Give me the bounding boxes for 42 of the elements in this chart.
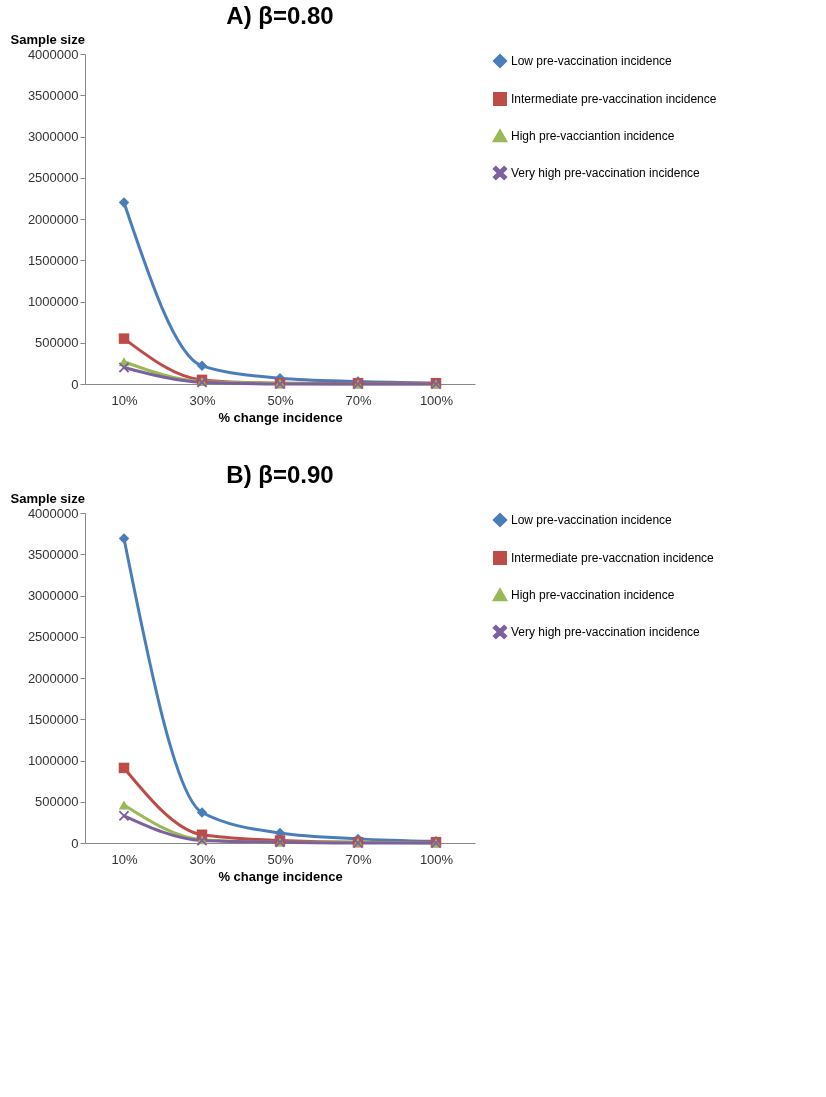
legend-label: Very high pre-vaccination incidence xyxy=(511,166,701,180)
x-tick-label: 30% xyxy=(189,392,216,408)
x-tick-label: 30% xyxy=(189,851,216,867)
y-tick-label: 1500000 xyxy=(27,252,79,268)
legend-label: Intermediate pre-vaccination incidence xyxy=(511,92,717,106)
x-tick-label: 70% xyxy=(345,392,372,408)
x-tick-label: 10% xyxy=(111,392,138,408)
x-tick-label: 100% xyxy=(419,392,454,408)
y-tick-label: 3500000 xyxy=(27,546,79,562)
y-tick-label: 4000000 xyxy=(27,505,79,521)
legend-label: High pre-vacciantion incidence xyxy=(511,129,675,143)
y-tick-label: 2500000 xyxy=(27,629,79,645)
chart-title: B) β=0.90 xyxy=(226,461,334,488)
y-tick-label: 1000000 xyxy=(27,753,79,768)
y-tick-label: 4000000 xyxy=(27,46,79,62)
x-axis-title: % change incidence xyxy=(218,409,343,425)
y-tick-label: 3000000 xyxy=(27,588,79,603)
y-tick-label: 500000 xyxy=(35,335,79,351)
y-tick-label: 1500000 xyxy=(27,711,79,727)
y-tick-label: 2000000 xyxy=(27,670,79,686)
x-tick-label: 100% xyxy=(419,851,454,867)
x-axis-title: % change incidence xyxy=(218,868,343,884)
y-tick-label: 1000000 xyxy=(27,294,79,309)
y-axis-title: Sample size xyxy=(10,31,85,47)
x-tick-label: 70% xyxy=(345,851,372,867)
x-tick-label: 10% xyxy=(111,851,138,867)
y-axis-title: Sample size xyxy=(10,490,85,506)
legend-label: Intermediate pre-vaccnation incidence xyxy=(511,551,715,565)
legend-label: Very high pre-vaccination incidence xyxy=(511,625,701,639)
y-tick-label: 2500000 xyxy=(27,170,79,186)
x-tick-label: 50% xyxy=(267,392,294,408)
legend-label: Low pre-vaccination incidence xyxy=(511,513,673,527)
y-tick-label: 3500000 xyxy=(27,87,79,103)
y-tick-label: 500000 xyxy=(35,794,79,810)
legend-label: High pre-vaccination incidence xyxy=(511,588,675,602)
chart-title: A) β=0.80 xyxy=(226,2,334,29)
y-tick-label: 3000000 xyxy=(27,129,79,144)
y-tick-label: 2000000 xyxy=(27,211,79,227)
legend-label: Low pre-vaccination incidence xyxy=(511,54,673,68)
y-tick-label: 0 xyxy=(71,835,79,851)
x-tick-label: 50% xyxy=(267,851,294,867)
y-tick-label: 0 xyxy=(71,376,79,392)
